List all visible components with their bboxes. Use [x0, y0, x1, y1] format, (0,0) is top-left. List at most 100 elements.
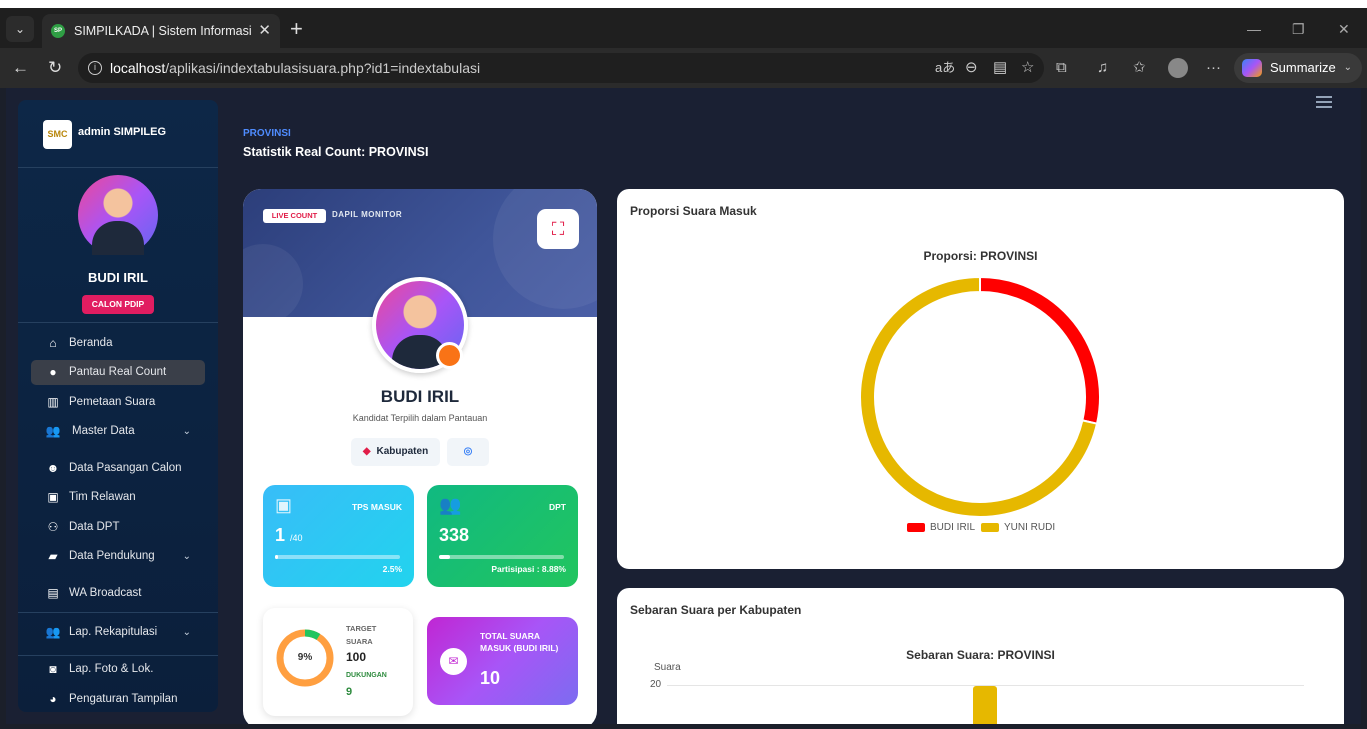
sidebar-item-lap-rekapitulasi[interactable]: 👥 Lap. Rekapitulasi ⌄: [31, 620, 205, 645]
summarize-button[interactable]: Summarize ⌄: [1234, 53, 1362, 83]
target-label: TARGET SUARA: [346, 624, 377, 646]
users-icon: 👥: [439, 495, 462, 515]
summarize-label: Summarize: [1270, 60, 1336, 75]
sidebar-item-pengaturan-tampilan[interactable]: ◕ Pengaturan Tampilan: [31, 687, 205, 712]
bar-mark[interactable]: [973, 686, 997, 724]
brand-name: admin SIMPILEG: [78, 126, 167, 138]
grid-line: [667, 685, 1304, 686]
minimize-icon[interactable]: —: [1247, 21, 1261, 37]
user-role-badge: CALON PDIP: [82, 295, 154, 314]
map-icon: ▥: [47, 395, 59, 409]
reload-icon[interactable]: ↻: [48, 58, 63, 77]
box-icon: ▣: [275, 495, 293, 515]
pie-slice-1[interactable]: [859, 275, 1099, 518]
legend-swatch: [907, 522, 925, 532]
palette-icon: ◕: [49, 692, 57, 706]
pie-panel: Proporsi Suara Masuk Proporsi: PROVINSI …: [617, 189, 1344, 569]
support-value: 9: [346, 686, 353, 698]
page-content: SMC admin SIMPILEG BUDI IRIL CALON PDIP …: [6, 88, 1361, 724]
sidebar-divider: [18, 612, 218, 613]
legend-item-budi[interactable]: BUDI IRIL: [907, 522, 975, 534]
hamburger-menu-icon[interactable]: [1316, 96, 1332, 108]
close-window-icon[interactable]: ✕: [1338, 21, 1350, 37]
dpt-label: DPT: [549, 502, 566, 512]
tps-label: TPS MASUK: [351, 502, 402, 512]
address-bar-row: ← ↻ i localhost/aplikasi/indextabulasisu…: [0, 48, 1367, 88]
map-marker-icon[interactable]: ⛶: [537, 209, 579, 249]
sidebar-item-label: Lap. Foto & Lok.: [69, 663, 154, 675]
zoom-icon[interactable]: ⊖: [965, 59, 978, 76]
page-title: Statistik Real Count: PROVINSI: [243, 145, 429, 159]
sidebar-item-data-pendukung[interactable]: ▰ Data Pendukung ⌄: [31, 544, 205, 569]
app-logo[interactable]: SMC: [43, 120, 72, 149]
close-tab-icon[interactable]: ✕: [258, 22, 271, 39]
pie-chart: [859, 275, 1101, 518]
site-info-icon[interactable]: i: [88, 61, 102, 75]
face-icon: ☻: [46, 461, 60, 475]
restore-icon[interactable]: ❐: [1292, 21, 1305, 37]
sidebar-divider: [18, 655, 218, 656]
profile-avatar-icon[interactable]: [1168, 58, 1188, 78]
sidebar-item-label: Master Data: [72, 425, 135, 437]
tps-value: 1 /40: [275, 525, 303, 546]
more-menu-icon[interactable]: ···: [1206, 59, 1221, 76]
sidebar-item-wa-broadcast[interactable]: ▤ WA Broadcast: [31, 581, 205, 606]
support-label: DUKUNGAN: [346, 672, 387, 679]
dpt-value: 338: [439, 525, 470, 545]
dpt-participation: Partisipasi : 8.88%: [491, 564, 566, 574]
breadcrumb: PROVINSI: [243, 128, 291, 139]
sidebar-item-label: Data Pasangan Calon: [69, 462, 182, 474]
browser-tab[interactable]: SP SIMPILKADA | Sistem Informasi Ma ✕: [42, 14, 280, 48]
tab-list-dropdown-icon[interactable]: ⌄: [6, 16, 34, 42]
chevron-down-icon[interactable]: ⌄: [1343, 62, 1352, 73]
sidebar-item-beranda[interactable]: ⌂ Beranda: [31, 331, 205, 356]
new-tab-icon[interactable]: +: [290, 16, 303, 41]
layers-icon: ◆: [362, 446, 371, 457]
tab-title: SIMPILKADA | Sistem Informasi Ma: [74, 24, 256, 38]
candidate-card-header: LIVE COUNT DAPIL MONITOR ⛶: [243, 189, 597, 324]
reader-icon[interactable]: ▤: [993, 59, 1008, 76]
user-avatar: [78, 175, 158, 255]
dpt-card: 👥 DPT 338 Partisipasi : 8.88%: [427, 485, 578, 587]
legend-item-yuni[interactable]: YUNI RUDI: [981, 522, 1055, 534]
fingerprint-icon: ◎: [463, 446, 473, 457]
tps-progress-bar: [275, 555, 400, 559]
sidebar-item-lap-foto-lok[interactable]: ◙ Lap. Foto & Lok.: [31, 657, 205, 682]
total-votes-card: ✉ TOTAL SUARA MASUK (BUDI IRIL) 10: [427, 617, 578, 705]
sidebar-item-label: Tim Relawan: [69, 491, 136, 503]
back-icon[interactable]: ←: [12, 58, 29, 77]
chevron-down-icon: ⌄: [182, 551, 191, 562]
window-top-edge: [0, 0, 1367, 8]
media-icon[interactable]: ♫: [1097, 59, 1109, 76]
sidebar-item-master-data[interactable]: 👥 Master Data ⌄: [31, 419, 205, 444]
sidebar-item-data-pasangan-calon[interactable]: ☻ Data Pasangan Calon: [31, 456, 205, 481]
kabupaten-label: Kabupaten: [376, 446, 429, 457]
dpt-progress-bar: [439, 555, 564, 559]
pie-slice-0[interactable]: [979, 275, 1101, 425]
url-field[interactable]: i localhost/aplikasi/indextabulasisuara.…: [78, 53, 1044, 83]
tps-count: 1: [275, 525, 286, 545]
kabupaten-button[interactable]: ◆ Kabupaten: [351, 438, 440, 466]
inbox-icon: ✉: [440, 648, 467, 675]
sidebar-item-label: Data Pendukung: [69, 550, 155, 562]
sidebar-item-data-dpt[interactable]: ⚇ Data DPT: [31, 515, 205, 540]
tps-percent: 2.5%: [382, 564, 402, 574]
extensions-icon[interactable]: ⧉: [1056, 59, 1067, 76]
sidebar-item-pemetaan-suara[interactable]: ▥ Pemetaan Suara: [31, 390, 205, 415]
sidebar-item-label: Beranda: [69, 337, 113, 349]
target-progress-ring: [276, 629, 334, 687]
sidebar-item-tim-relawan[interactable]: ▣ Tim Relawan: [31, 485, 205, 510]
chevron-down-icon: ⌄: [182, 426, 191, 437]
url-host: localhost: [110, 60, 166, 76]
fingerprint-button[interactable]: ◎: [447, 438, 489, 466]
sidebar-item-pantau-real-count[interactable]: ● Pantau Real Count: [31, 360, 205, 385]
fire-icon: ●: [49, 365, 57, 379]
legend-label: YUNI RUDI: [1004, 522, 1056, 533]
favorite-star-icon[interactable]: ☆: [1021, 59, 1035, 76]
translate-icon[interactable]: aあ: [935, 60, 956, 75]
people-icon: ⚇: [47, 520, 59, 534]
favorites-icon[interactable]: ✩: [1133, 59, 1146, 76]
users-icon: 👥: [45, 424, 61, 438]
tps-masuk-card: ▣ TPS MASUK 1 /40 2.5%: [263, 485, 414, 587]
bar-panel-title: Sebaran Suara per Kabupaten: [630, 603, 802, 617]
